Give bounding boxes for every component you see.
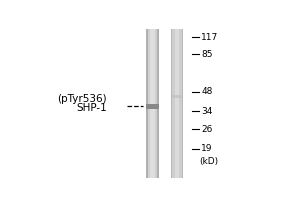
Bar — [146, 104, 159, 109]
Bar — [146, 29, 159, 178]
Bar — [148, 29, 157, 178]
Bar — [171, 29, 183, 178]
Bar — [175, 29, 179, 178]
Text: 48: 48 — [201, 87, 213, 96]
Text: 34: 34 — [201, 107, 213, 116]
Bar — [172, 29, 182, 178]
Bar — [150, 29, 155, 178]
Text: 19: 19 — [201, 144, 213, 153]
Text: (pTyr536): (pTyr536) — [58, 94, 107, 104]
Text: (kD): (kD) — [199, 157, 218, 166]
Bar — [172, 95, 182, 98]
Text: 26: 26 — [201, 125, 213, 134]
Text: 85: 85 — [201, 50, 213, 59]
Text: SHP-1: SHP-1 — [76, 103, 107, 113]
Text: 117: 117 — [201, 33, 219, 42]
